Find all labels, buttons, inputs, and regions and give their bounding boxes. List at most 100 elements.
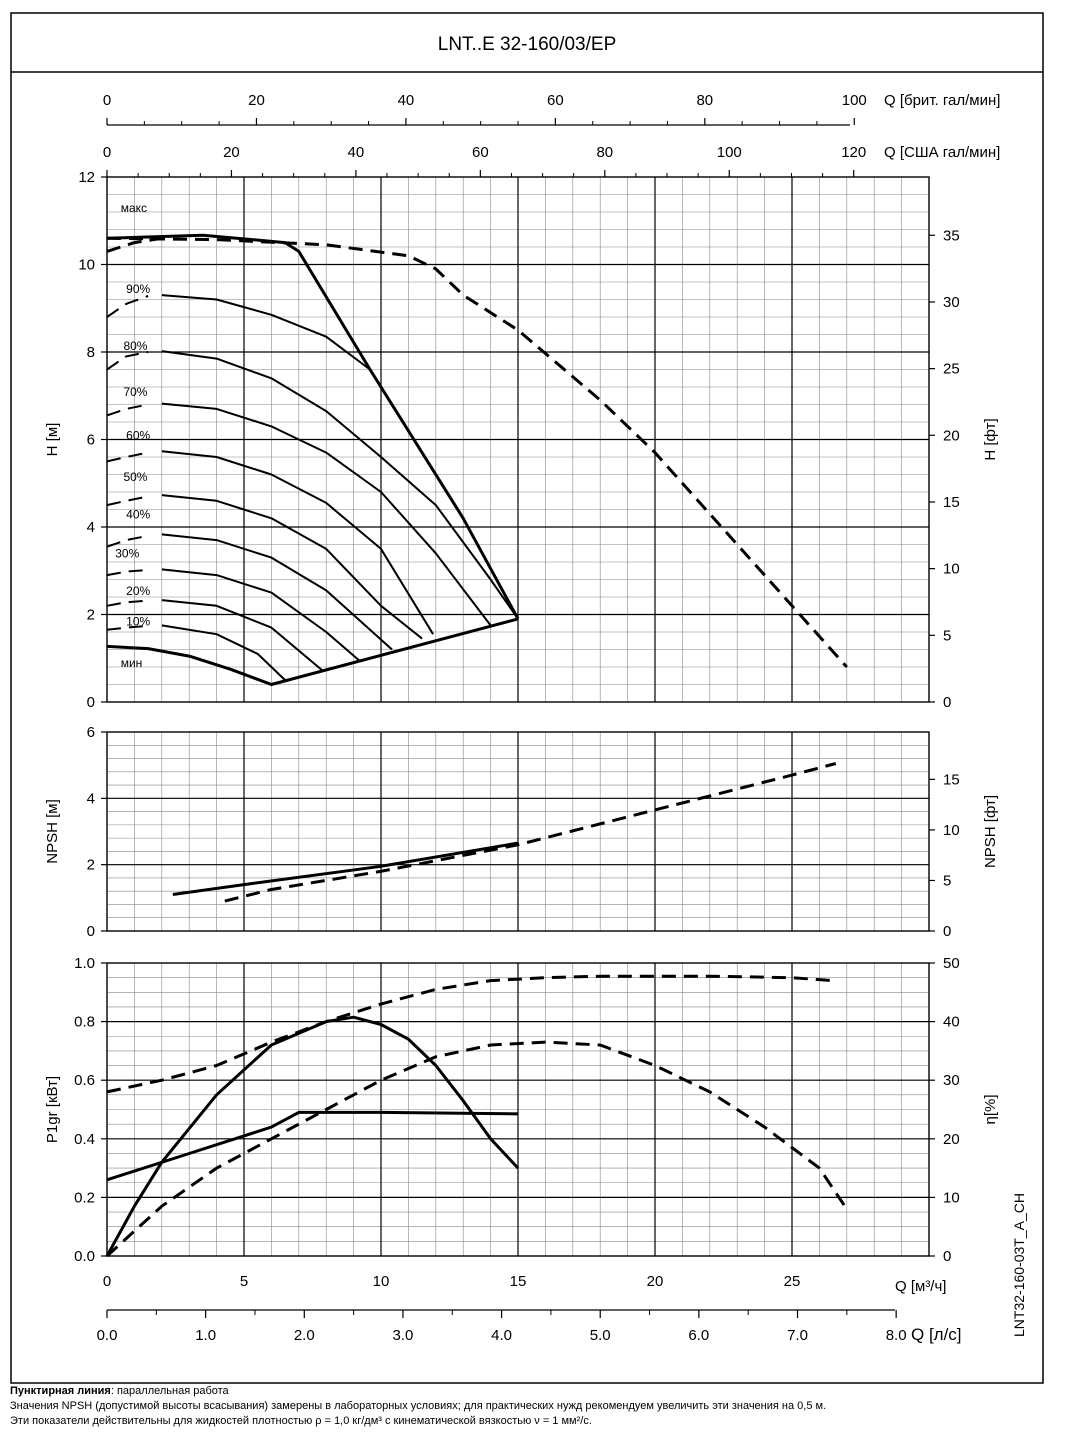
y-axis-label: NPSH [м]	[44, 799, 61, 864]
x-tick-label: 5	[240, 1273, 248, 1290]
dashed-curve	[106, 599, 149, 607]
y-tick-label: 0.0	[74, 1248, 95, 1265]
bottom-axis-tick-label: 0.0	[97, 1327, 118, 1344]
solid-curve	[172, 841, 519, 896]
pump-curve-sheet: LNT..E 32-160/03/EP LNT32-160-03T_A_CH 0…	[10, 12, 1044, 1384]
bottom-axis-label: Q [л/с]	[911, 1325, 962, 1344]
curve-label: 90%	[126, 282, 150, 296]
bottom-axis-tick-label: 1.0	[195, 1327, 216, 1344]
y-tick-label: 0.4	[74, 1131, 95, 1148]
top-axis-tick-label: 80	[596, 144, 613, 161]
y-tick-label: 0	[87, 694, 95, 711]
x-tick-label: 10	[373, 1273, 390, 1290]
dashed-curve	[106, 236, 163, 253]
y-tick-label: 0	[87, 923, 95, 940]
top-axis-tick-label: 60	[472, 144, 489, 161]
top-axis-tick-label: 40	[398, 92, 415, 109]
y-axis-label: P1gr [кВт]	[44, 1076, 61, 1143]
solid-curve	[161, 294, 371, 371]
y2-tick-label: 10	[943, 822, 960, 839]
y2-tick-label: 10	[943, 561, 960, 578]
solid-curve	[161, 350, 519, 620]
solid-curve	[161, 568, 360, 662]
dashed-curve	[105, 1040, 849, 1258]
y-tick-label: 1.0	[74, 955, 95, 972]
chart-code: LNT32-160-03T_A_CH	[1011, 1193, 1027, 1337]
top-axis-tick-label: 100	[842, 92, 867, 109]
plot-frame	[106, 962, 930, 1257]
top-axis-tick-label: 40	[348, 144, 365, 161]
y2-tick-label: 40	[943, 1014, 960, 1031]
y2-tick-label: 0	[943, 1248, 951, 1265]
top-axis-tick-label: 80	[696, 92, 713, 109]
top-axis-label: Q [США гал/мин]	[884, 144, 1000, 161]
y2-axis-label: H [фт]	[982, 418, 999, 460]
solid-curve	[105, 1015, 520, 1257]
bottom-axis-tick-label: 2.0	[294, 1327, 315, 1344]
x-tick-label: 20	[647, 1273, 664, 1290]
y-tick-label: 4	[87, 790, 95, 807]
curve-label: 80%	[123, 339, 147, 353]
top-axis-tick-label: 100	[717, 144, 742, 161]
y-tick-label: 0.8	[74, 1014, 95, 1031]
top-axis-tick-label: 20	[223, 144, 240, 161]
y-tick-label: 4	[87, 519, 95, 536]
y-tick-label: 0.6	[74, 1072, 95, 1089]
dashed-curve	[106, 624, 149, 631]
y2-tick-label: 0	[943, 694, 951, 711]
dashed-curve	[106, 974, 834, 1094]
y2-tick-label: 20	[943, 427, 960, 444]
solid-curve	[161, 599, 325, 673]
x-tick-label: 15	[510, 1273, 527, 1290]
dashed-curve	[106, 568, 149, 577]
curve-label: 70%	[123, 385, 147, 399]
dashed-curve	[106, 403, 149, 417]
x-tick-label: 0	[103, 1273, 111, 1290]
y-tick-label: 12	[78, 169, 95, 186]
y-tick-label: 8	[87, 344, 95, 361]
top-axis-label: Q [брит. гал/мин]	[884, 92, 1000, 109]
y2-tick-label: 35	[943, 227, 960, 244]
solid-curve	[161, 494, 423, 640]
dashed-curve	[224, 762, 837, 903]
y-tick-label: 0.2	[74, 1189, 95, 1206]
dashed-curve	[106, 451, 149, 463]
footnotes: Пунктирная линия: параллельная работа Зн…	[10, 1384, 1060, 1429]
x-axis-label: Q [м³/ч]	[895, 1278, 946, 1295]
y2-tick-label: 15	[943, 494, 960, 511]
footnote-density: Эти показатели действительны для жидкост…	[10, 1415, 592, 1427]
y-tick-label: 6	[87, 724, 95, 741]
y2-tick-label: 25	[943, 361, 960, 378]
bottom-axis-tick-label: 6.0	[688, 1327, 709, 1344]
dashed-curve	[106, 236, 848, 669]
curve-label: 40%	[126, 507, 150, 521]
y2-tick-label: 10	[943, 1189, 960, 1206]
sheet-border	[10, 12, 1044, 1384]
solid-curve	[106, 1110, 519, 1182]
top-axis-tick-label: 20	[248, 92, 265, 109]
solid-curve	[106, 617, 519, 686]
bottom-axis-tick-label: 5.0	[590, 1327, 611, 1344]
y2-tick-label: 5	[943, 872, 951, 889]
x-tick-label: 25	[784, 1273, 801, 1290]
y2-tick-label: 30	[943, 294, 960, 311]
bottom-axis-tick-label: 4.0	[491, 1327, 512, 1344]
curve-label: макс	[121, 201, 147, 215]
solid-curve	[161, 624, 286, 681]
bottom-axis-tick-label: 8.0	[886, 1327, 907, 1344]
dashed-curve	[106, 495, 149, 507]
y2-axis-label: NPSH [фт]	[982, 795, 999, 868]
curve-label: 30%	[115, 547, 139, 561]
y-tick-label: 2	[87, 857, 95, 874]
y-tick-label: 2	[87, 607, 95, 624]
y2-axis-label: η[%]	[982, 1094, 999, 1124]
solid-curve	[161, 450, 434, 635]
bottom-axis-tick-label: 3.0	[393, 1327, 414, 1344]
curve-label: 50%	[123, 470, 147, 484]
y2-tick-label: 50	[943, 955, 960, 972]
y2-tick-label: 0	[943, 923, 951, 940]
footnote-dashed-text: : параллельная работа	[110, 1385, 229, 1397]
curve-label: 10%	[126, 614, 150, 628]
footnote-npsh: Значения NPSH (допустимой высоты всасыва…	[10, 1400, 827, 1412]
